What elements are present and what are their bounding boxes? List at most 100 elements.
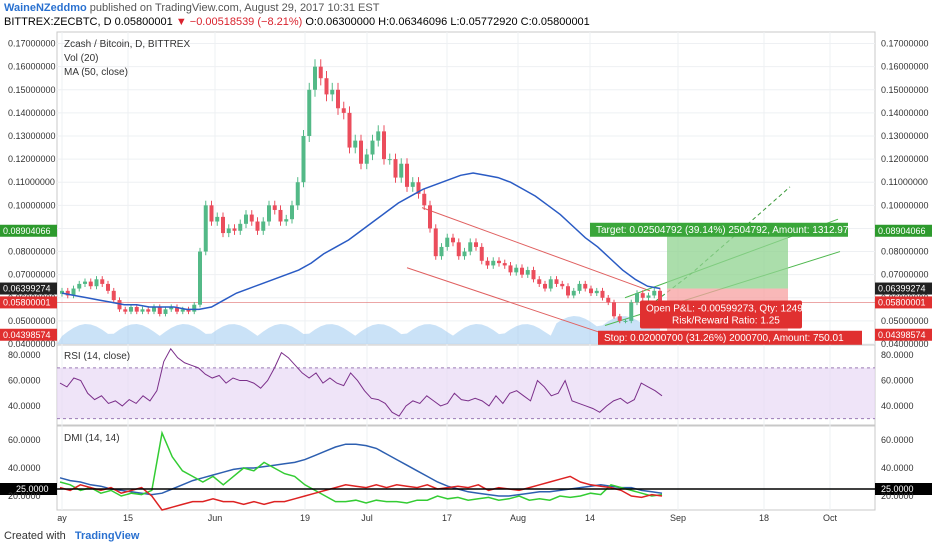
- candle-body: [83, 281, 87, 284]
- vol-legend: Vol (20): [64, 53, 98, 64]
- candle-body: [405, 163, 409, 187]
- candle-body: [318, 66, 323, 79]
- price-axis-tick-left: 0.16000000: [8, 62, 56, 72]
- candle-body: [65, 290, 70, 296]
- candle-body: [267, 205, 271, 222]
- price-axis-tick-right: 0.07000000: [881, 270, 929, 280]
- candle-body: [284, 219, 289, 222]
- tradingview-logo[interactable]: TradingView: [74, 530, 140, 542]
- candle-body: [255, 221, 260, 231]
- down-arrow-icon: ▼: [175, 16, 187, 28]
- candle-body: [186, 309, 191, 312]
- time-axis-tick: 18: [759, 513, 769, 523]
- price-axis-tick-right: 0.10000000: [881, 200, 929, 210]
- rsi-axis-tick-right: 80.0000: [881, 350, 914, 360]
- candle-body: [382, 131, 386, 160]
- candle-body: [635, 293, 639, 303]
- time-axis-tick: Sep: [670, 513, 686, 523]
- candle-body: [543, 283, 547, 289]
- price-axis-tick-left: 0.14000000: [8, 108, 56, 118]
- price-axis-tick-left: 0.12000000: [8, 154, 56, 164]
- candle-body: [583, 283, 588, 289]
- candle-body: [175, 307, 179, 312]
- candle-body: [94, 279, 99, 287]
- price-axis-tick-left: 0.11000000: [8, 177, 55, 187]
- price-legend-title: Zcash / Bitcoin, D, BITTREX: [64, 39, 190, 50]
- price-tag-right-bg: [875, 296, 932, 309]
- candle-body: [399, 163, 404, 178]
- price-axis-tick-right: 0.12000000: [881, 154, 929, 164]
- candle-body: [554, 279, 559, 284]
- candle-body: [88, 281, 93, 287]
- price-tag-left: 0.08904066: [3, 226, 51, 236]
- candle-body: [359, 140, 363, 164]
- candle-body: [106, 283, 110, 291]
- candle-body: [658, 290, 662, 303]
- candle-body: [433, 228, 438, 257]
- candle-body: [221, 216, 225, 234]
- time-axis-tick: ay: [57, 513, 67, 523]
- candle-body: [617, 316, 622, 321]
- candle-body: [157, 307, 162, 314]
- candle-body: [238, 223, 243, 231]
- candle-body: [456, 242, 461, 257]
- candle-body: [192, 304, 197, 312]
- candle-body: [100, 279, 105, 284]
- candle-body: [169, 307, 174, 310]
- author-link[interactable]: WaineNZeddmo: [4, 2, 87, 14]
- stop-label-bg: [598, 330, 862, 345]
- candle-body: [560, 283, 565, 287]
- symbol-name: BITTREX:ZECBTC, D: [4, 16, 112, 28]
- candle-body: [646, 295, 651, 298]
- price-axis-tick-left: 0.08000000: [8, 247, 56, 257]
- candle-body: [180, 309, 185, 312]
- price-axis-tick-left: 0.05000000: [8, 316, 56, 326]
- time-axis-tick: 17: [442, 513, 452, 523]
- candle-body: [525, 270, 530, 275]
- candle-body: [364, 154, 369, 164]
- channel-lower-line: [406, 267, 601, 333]
- candle-body: [370, 140, 375, 155]
- target-zone: [667, 230, 788, 289]
- dmi-legend: DMI (14, 14): [64, 433, 120, 444]
- pnl-label-bg: [640, 300, 802, 329]
- candle-body: [336, 89, 340, 109]
- dmi-pane[interactable]: [56, 425, 876, 511]
- candle-body: [117, 300, 122, 310]
- candle-body: [571, 290, 576, 296]
- candle-body: [577, 283, 582, 291]
- last-price: 0.05800001: [114, 16, 173, 28]
- candle-body: [623, 320, 628, 322]
- candle-body: [410, 182, 415, 187]
- candle-body: [226, 228, 231, 234]
- rsi-legend: RSI (14, close): [64, 351, 130, 362]
- time-axis-tick: Jun: [208, 513, 223, 523]
- candle-body: [330, 89, 335, 95]
- dmi-axis-tick-right: 20.0000: [881, 491, 914, 501]
- dmi-axis-tick-right: 60.0000: [881, 435, 914, 445]
- volume-area: [57, 316, 660, 344]
- price-tag-left: 0.04398574: [3, 330, 51, 340]
- candle-body: [640, 293, 645, 298]
- price-axis-tick-right: 0.15000000: [881, 85, 929, 95]
- candle-body: [520, 267, 524, 275]
- dmi-axis-tick-left: 20.0000: [8, 491, 41, 501]
- candle-body: [163, 309, 168, 314]
- candle-body: [566, 286, 570, 296]
- candle-body: [249, 214, 254, 222]
- candle-body: [548, 279, 553, 289]
- candle-body: [589, 288, 593, 294]
- candle-body: [422, 193, 427, 206]
- candle-body: [60, 290, 64, 294]
- candle-body: [497, 260, 501, 264]
- ma-legend: MA (50, close): [64, 67, 128, 78]
- price-axis-tick-left: 0.10000000: [8, 200, 56, 210]
- rsi-axis-tick-left: 60.0000: [8, 376, 41, 386]
- price-change: −0.00518539 (−8.21%): [189, 16, 303, 28]
- dmi-ref-tag-left: 25.0000: [16, 484, 49, 494]
- dmi-ref-tag-right-bg: [875, 483, 932, 495]
- candle-body: [111, 290, 116, 301]
- rsi-axis-tick-right: 40.0000: [881, 401, 914, 411]
- rsi-axis-tick-right: 60.0000: [881, 376, 914, 386]
